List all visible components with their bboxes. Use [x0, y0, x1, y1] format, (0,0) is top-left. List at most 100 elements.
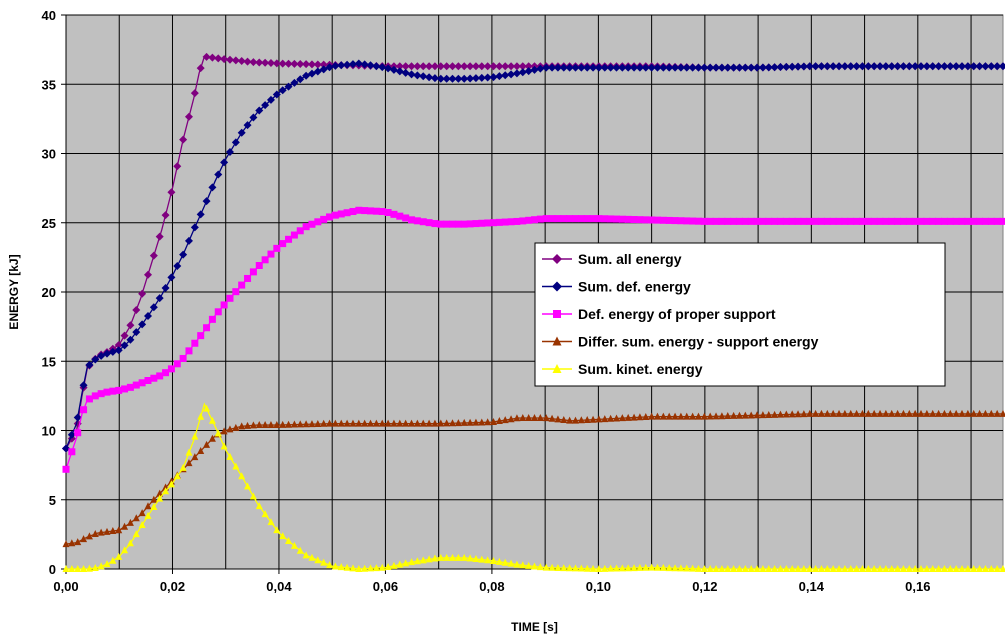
data-point [361, 419, 369, 427]
data-point [296, 420, 304, 428]
data-point [881, 62, 890, 71]
data-point [436, 62, 445, 71]
data-point [577, 564, 585, 572]
data-point [255, 58, 264, 67]
data-point [835, 565, 843, 572]
data-point [624, 413, 632, 421]
data-point [981, 565, 989, 572]
data-point [730, 217, 738, 225]
data-point [348, 60, 357, 69]
data-point [495, 62, 504, 71]
data-point [126, 518, 134, 526]
data-point [799, 62, 808, 71]
data-point [454, 62, 463, 71]
data-point [712, 217, 720, 225]
legend-label: Sum. all energy [578, 251, 682, 267]
data-point [812, 565, 820, 572]
data-point [923, 565, 931, 572]
data-point [806, 217, 814, 225]
data-point [975, 62, 984, 71]
data-point [624, 63, 633, 72]
data-point [677, 217, 685, 225]
data-point [244, 274, 252, 282]
data-point [407, 70, 416, 79]
data-point [243, 121, 252, 130]
data-point [501, 71, 510, 80]
data-point [765, 565, 773, 572]
data-point [671, 564, 679, 572]
data-point [331, 211, 339, 219]
data-point [97, 390, 105, 398]
data-point [120, 331, 129, 340]
data-point [62, 465, 70, 473]
data-point [700, 63, 709, 72]
data-point [437, 553, 445, 561]
data-point [648, 412, 656, 420]
data-point [571, 416, 579, 424]
data-point [899, 62, 908, 71]
data-point [987, 565, 995, 572]
data-point [208, 315, 216, 323]
data-point [753, 411, 761, 419]
data-point [173, 472, 181, 480]
data-point [946, 62, 955, 71]
data-point [454, 220, 462, 228]
data-point [472, 418, 480, 426]
data-point [525, 216, 533, 224]
data-point [811, 62, 820, 71]
legend-box [534, 242, 946, 387]
data-point [466, 74, 475, 83]
data-point [794, 410, 802, 418]
data-point [244, 482, 252, 490]
data-point [278, 59, 287, 68]
data-point [249, 421, 257, 429]
y-tick-label: 0 [49, 562, 56, 577]
data-point [805, 62, 814, 71]
data-point [361, 207, 369, 215]
data-point [150, 495, 158, 503]
data-point [677, 412, 685, 420]
data-point [320, 215, 328, 223]
data-point [203, 324, 211, 332]
data-point [659, 216, 667, 224]
data-point [636, 413, 644, 421]
x-tick-label: 0,14 [799, 579, 825, 594]
data-point [191, 432, 199, 440]
data-point [144, 511, 152, 519]
data-point [231, 138, 240, 147]
data-point [115, 552, 123, 560]
data-point [706, 412, 714, 420]
data-point [67, 430, 76, 439]
data-point [296, 60, 305, 69]
data-point [712, 63, 721, 72]
data-point [109, 556, 117, 564]
data-point [372, 564, 380, 572]
data-point [501, 416, 509, 424]
data-point [776, 217, 784, 225]
data-point [173, 360, 181, 368]
data-point [143, 270, 152, 279]
data-point [261, 420, 269, 428]
data-point [296, 227, 304, 235]
data-point [747, 411, 755, 419]
data-point [817, 409, 825, 417]
data-point [894, 565, 902, 572]
data-point [741, 63, 750, 72]
data-point [911, 217, 919, 225]
data-point [109, 527, 117, 535]
data-point [273, 526, 281, 534]
data-point [272, 59, 281, 68]
data-point [74, 538, 82, 546]
data-point [823, 565, 831, 572]
data-point [894, 409, 902, 417]
data-point [326, 213, 334, 221]
data-point [976, 409, 984, 417]
data-point [249, 268, 257, 276]
legend-item: Differ. sum. energy - support energy [542, 334, 819, 350]
data-point [490, 556, 498, 564]
data-point [964, 409, 972, 417]
y-tick-label: 20 [42, 285, 56, 300]
data-point [408, 216, 416, 224]
data-point [267, 250, 275, 258]
data-point [408, 419, 416, 427]
